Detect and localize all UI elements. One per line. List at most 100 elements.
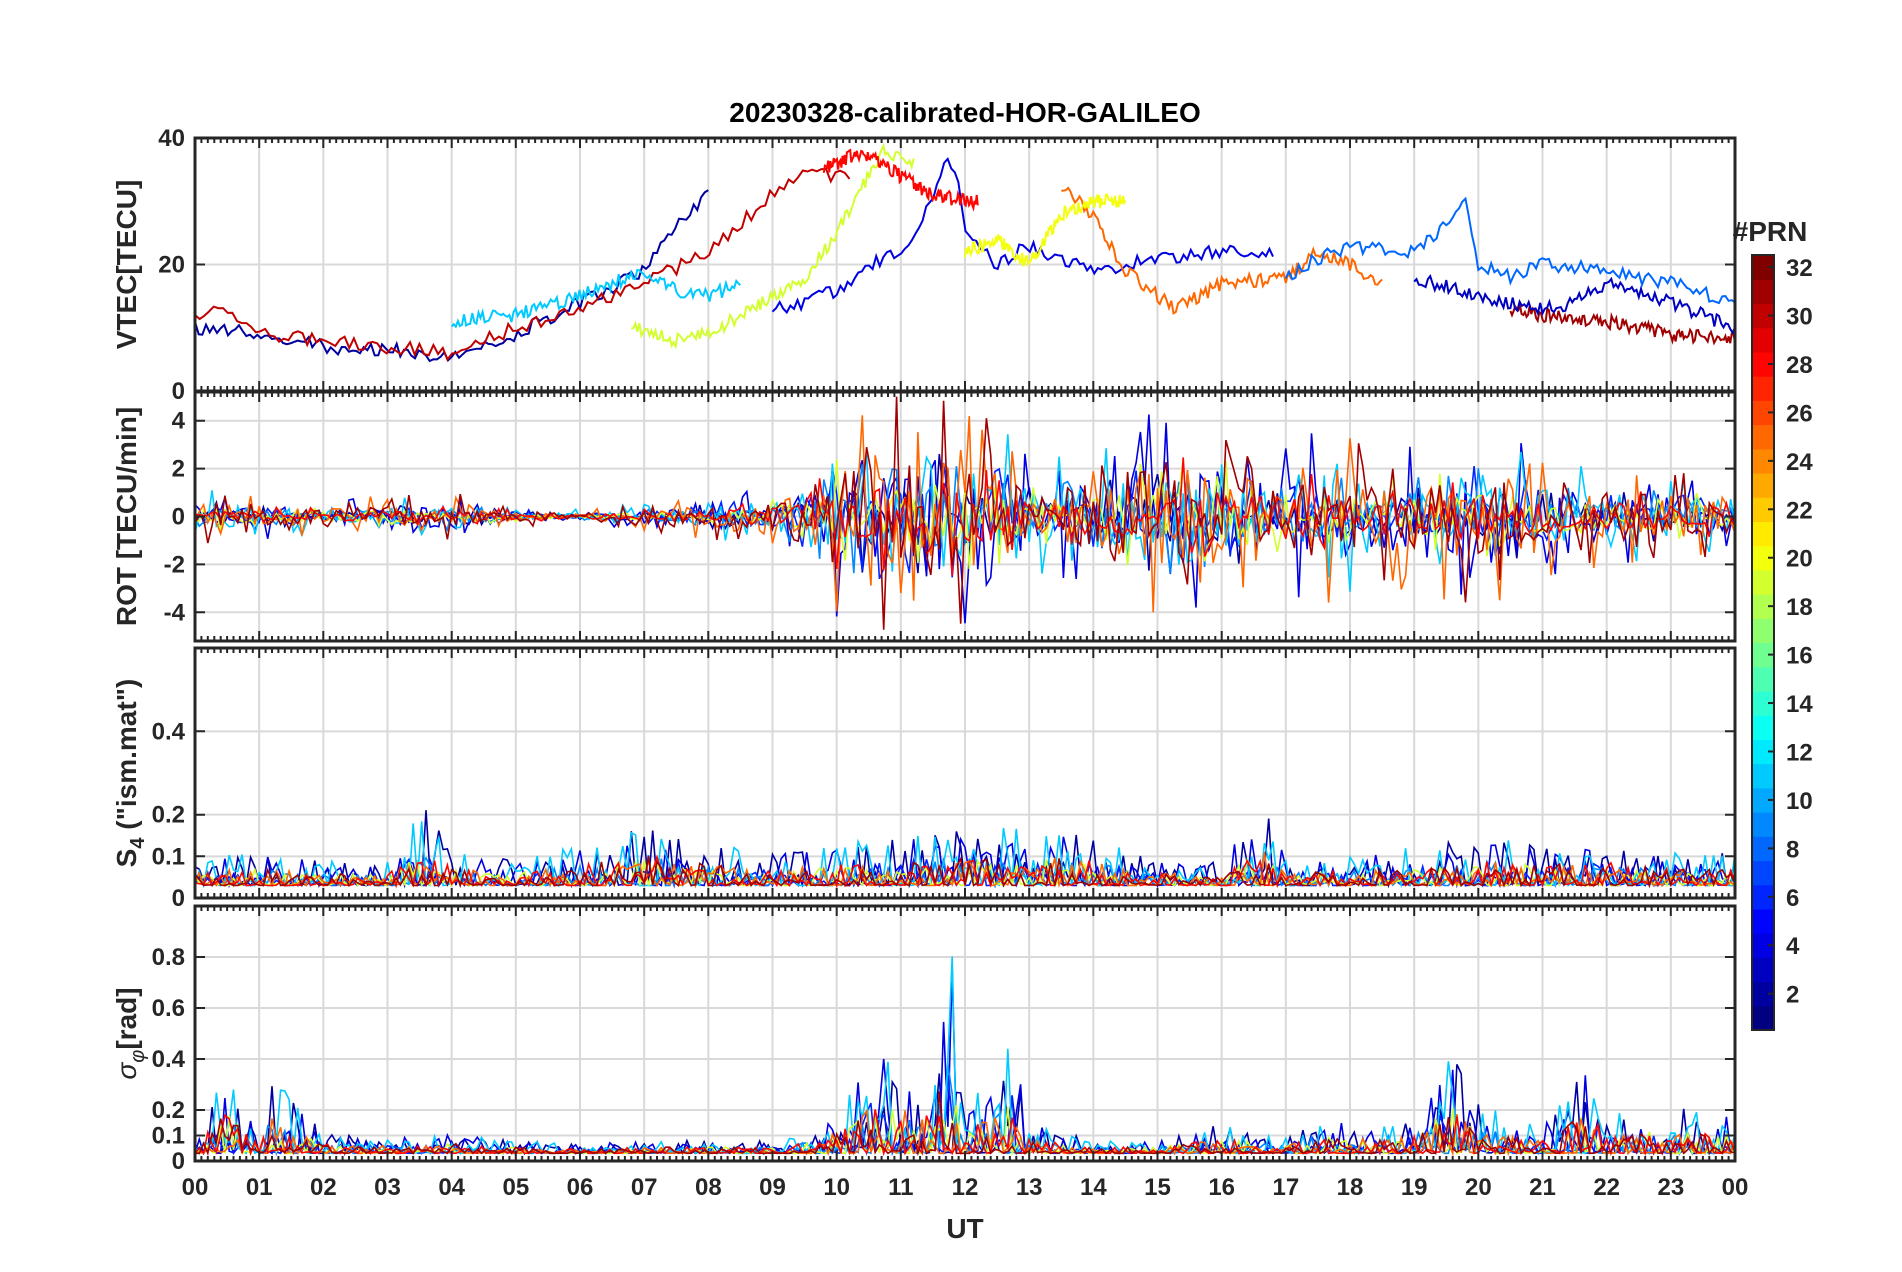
x-tick-label: 19 <box>1401 1174 1428 1201</box>
colorbar-swatch <box>1752 812 1774 837</box>
data-layer <box>195 810 1735 889</box>
axis-ticks <box>194 392 1736 641</box>
series-line-prn-2 <box>195 1064 1735 1157</box>
y-axis-label: S4 ("ism.mat") <box>111 679 149 868</box>
y-tick-label: 0.4 <box>152 718 186 745</box>
colorbar-swatch <box>1752 957 1774 983</box>
colorbar-swatch <box>1752 448 1774 474</box>
series-line-prn-30 <box>195 167 851 362</box>
colorbar-swatch <box>1752 860 1774 886</box>
colorbar-swatch <box>1752 376 1774 401</box>
y-tick-label: 0.2 <box>152 802 185 829</box>
y-tick-label: -4 <box>164 599 186 626</box>
y-tick-label: 0 <box>172 378 185 405</box>
colorbar-swatch <box>1752 497 1774 523</box>
series-line-prn-28 <box>195 457 1735 576</box>
colorbar-swatch <box>1752 836 1774 862</box>
series-line-prn-4 <box>771 156 1274 315</box>
x-tick-label: 22 <box>1593 1174 1620 1201</box>
colorbar-tick-label: 12 <box>1786 739 1813 766</box>
colorbar-tick-label: 30 <box>1786 304 1813 331</box>
series-line-prn-25 <box>1061 186 1383 315</box>
x-tick-label: 03 <box>374 1174 401 1201</box>
colorbar-tick-label: 20 <box>1786 546 1813 573</box>
axis-ticks <box>194 648 1736 899</box>
x-tick-label: 08 <box>695 1174 722 1201</box>
x-tick-label: 16 <box>1208 1174 1235 1201</box>
colorbar-swatch <box>1752 424 1774 450</box>
x-tick-label: 00 <box>182 1174 209 1201</box>
axis-ticks <box>194 906 1736 1162</box>
y-tick-label: 0.1 <box>152 843 185 870</box>
colorbar-swatch <box>1752 521 1774 547</box>
y-tick-label: 0.6 <box>152 995 185 1022</box>
y-axis-label: ROT [TECU/min] <box>111 407 142 626</box>
x-tick-label: 20 <box>1465 1174 1492 1201</box>
colorbar-swatch <box>1752 933 1774 958</box>
x-tick-label: 23 <box>1657 1174 1684 1201</box>
panel-vtec: 0 20 40 VTEC[TECU] <box>111 125 1737 405</box>
colorbar-swatch <box>1752 618 1774 644</box>
x-tick-label: 10 <box>823 1174 850 1201</box>
axis-ticks <box>194 137 1736 392</box>
colorbar-swatch <box>1752 715 1774 740</box>
colorbar-tick-label: 16 <box>1786 643 1813 670</box>
panel-sigma_phi: 00.10.2 0.4 0.6 0.8σφ[rad] 00 01 02 03 04 05 06 07 0… <box>111 904 1748 1201</box>
colorbar-swatch <box>1752 1005 1774 1031</box>
x-tick-label: 07 <box>631 1174 658 1201</box>
colorbar-tick-label: 4 <box>1786 933 1800 960</box>
data-layer <box>195 396 1735 630</box>
series-line-prn-31 <box>1509 302 1735 346</box>
y-tick-label: 0 <box>172 885 185 912</box>
colorbar-swatch <box>1752 279 1774 305</box>
x-tick-label: 02 <box>310 1174 337 1201</box>
series-line-prn-11 <box>450 268 742 329</box>
panel-rot: -4 -2 0 2 4 ROT [TECU/min] <box>111 390 1737 643</box>
colorbar-swatch <box>1752 884 1774 910</box>
y-tick-label: 0 <box>172 1148 185 1175</box>
colorbar-swatch <box>1752 981 1774 1007</box>
series-line-prn-31 <box>195 396 1735 630</box>
x-tick-label: 11 <box>888 1174 913 1201</box>
colorbar-swatch <box>1752 472 1774 498</box>
x-tick-label: 17 <box>1272 1174 1299 1201</box>
x-tick-label: 04 <box>438 1174 465 1201</box>
y-tick-label: 0.4 <box>152 1046 186 1073</box>
x-tick-label: 12 <box>952 1174 979 1201</box>
series-line-prn-20 <box>964 192 1127 268</box>
colorbar-tick-label: 28 <box>1786 352 1813 379</box>
colorbar-swatch <box>1752 255 1774 280</box>
y-tick-label: -2 <box>164 551 185 578</box>
colorbar-tick-label: 10 <box>1786 788 1813 815</box>
colorbar-tick-label: 6 <box>1786 885 1799 912</box>
colorbar-swatch <box>1752 690 1774 716</box>
x-tick-label: 13 <box>1016 1174 1043 1201</box>
x-tick-label: 15 <box>1144 1174 1171 1201</box>
colorbar-tick-label: 14 <box>1786 691 1813 718</box>
y-tick-label: 0 <box>172 504 185 531</box>
colorbar-label: #PRN <box>1733 216 1808 247</box>
colorbar-swatch <box>1752 908 1774 934</box>
x-tick-label: 01 <box>246 1174 273 1201</box>
series-line-prn-25 <box>195 1108 1735 1157</box>
colorbar-tick-label: 8 <box>1786 836 1799 863</box>
y-tick-label: 2 <box>172 456 185 483</box>
colorbar-swatch <box>1752 400 1774 426</box>
colorbar-swatch <box>1752 763 1774 789</box>
series-line-prn-28 <box>822 148 979 212</box>
colorbar-swatch <box>1752 351 1774 377</box>
x-tick-label: 05 <box>502 1174 529 1201</box>
x-axis-label: UT <box>946 1213 983 1244</box>
y-tick-label: 0.2 <box>152 1097 185 1124</box>
y-tick-label: 20 <box>158 252 185 279</box>
colorbar-swatch <box>1752 739 1774 765</box>
series-line-prn-19 <box>630 142 915 350</box>
colorbar-tick-label: 24 <box>1786 449 1813 476</box>
colorbar-swatch <box>1752 303 1774 329</box>
colorbar-swatch <box>1752 327 1774 353</box>
colorbar-tick-label: 32 <box>1786 255 1813 282</box>
colorbar-tick-label: 18 <box>1786 594 1813 621</box>
